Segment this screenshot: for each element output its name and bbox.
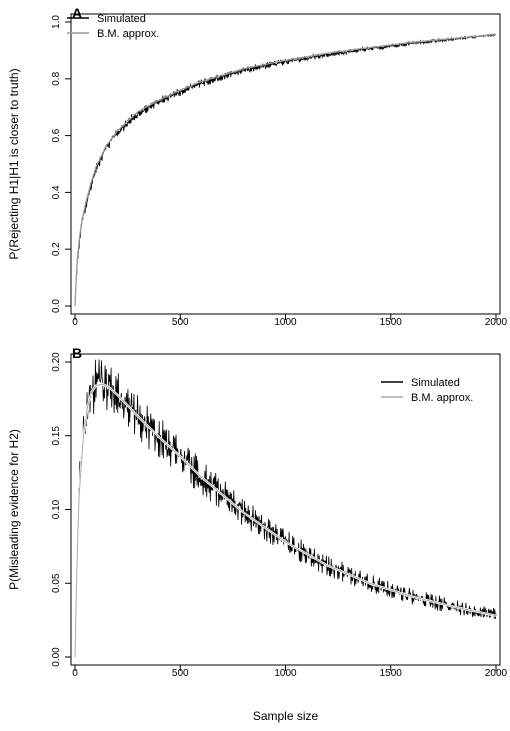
y-tick-label: 0.8: [51, 71, 62, 85]
y-tick-label: 0.15: [51, 426, 62, 446]
y-tick-label: 0.00: [51, 647, 62, 667]
panel-b: B 0.00 0.05 0.10 0.15 0.20 0 500 1000 1500 2000 P(M…: [7, 345, 508, 723]
y-tick-label: 0.10: [51, 499, 62, 519]
y-tick-label: 0.6: [51, 128, 62, 142]
legend: Simulated B.M. approx.: [381, 377, 473, 404]
y-tick-label: 0.20: [51, 352, 62, 372]
x-tick-label: 0: [72, 668, 78, 679]
y-tick-label: 0.05: [51, 573, 62, 593]
panel-letter: B: [72, 345, 82, 361]
series-bm-approx-line: [74, 383, 497, 658]
x-tick-label: 0: [72, 317, 78, 328]
y-tick-label: 0.2: [51, 242, 62, 256]
series-simulated-line: [74, 33, 497, 303]
y-tick-label: 0.0: [51, 299, 62, 313]
x-tick-label: 500: [172, 317, 189, 328]
series-bm-approx-line: [74, 33, 497, 307]
legend: Simulated B.M. approx.: [67, 13, 159, 40]
panel-a: A 0.0 0.2 0.4 0.6 0.8 1.0 0 500 1000 1500 2000 P(Rej…: [7, 5, 508, 328]
legend-label-simulated: Simulated: [411, 377, 460, 389]
y-tick-label: 1.0: [51, 15, 62, 29]
y-tick-label: 0.4: [51, 185, 62, 199]
x-tick-label: 1000: [274, 317, 297, 328]
y-axis-title: P(Rejecting H1|H1 is closer to truth): [7, 68, 21, 259]
x-tick-label: 500: [172, 668, 189, 679]
x-tick-label: 1000: [274, 668, 297, 679]
series-simulated-line: [74, 359, 497, 647]
x-tick-label: 1500: [380, 317, 403, 328]
series-bm-approx-highlight: [73, 383, 497, 658]
x-axis-title: Sample size: [253, 709, 319, 723]
x-tick-label: 1500: [380, 668, 403, 679]
x-tick-label: 2000: [485, 668, 508, 679]
y-axis-title: P(Misleading evidence for H2): [7, 429, 21, 590]
legend-label-bm-approx: B.M. approx.: [97, 28, 159, 40]
panel-letter: A: [72, 5, 82, 21]
x-tick-label: 2000: [485, 317, 508, 328]
legend-label-bm-approx: B.M. approx.: [411, 392, 473, 404]
legend-label-simulated: Simulated: [97, 13, 146, 25]
